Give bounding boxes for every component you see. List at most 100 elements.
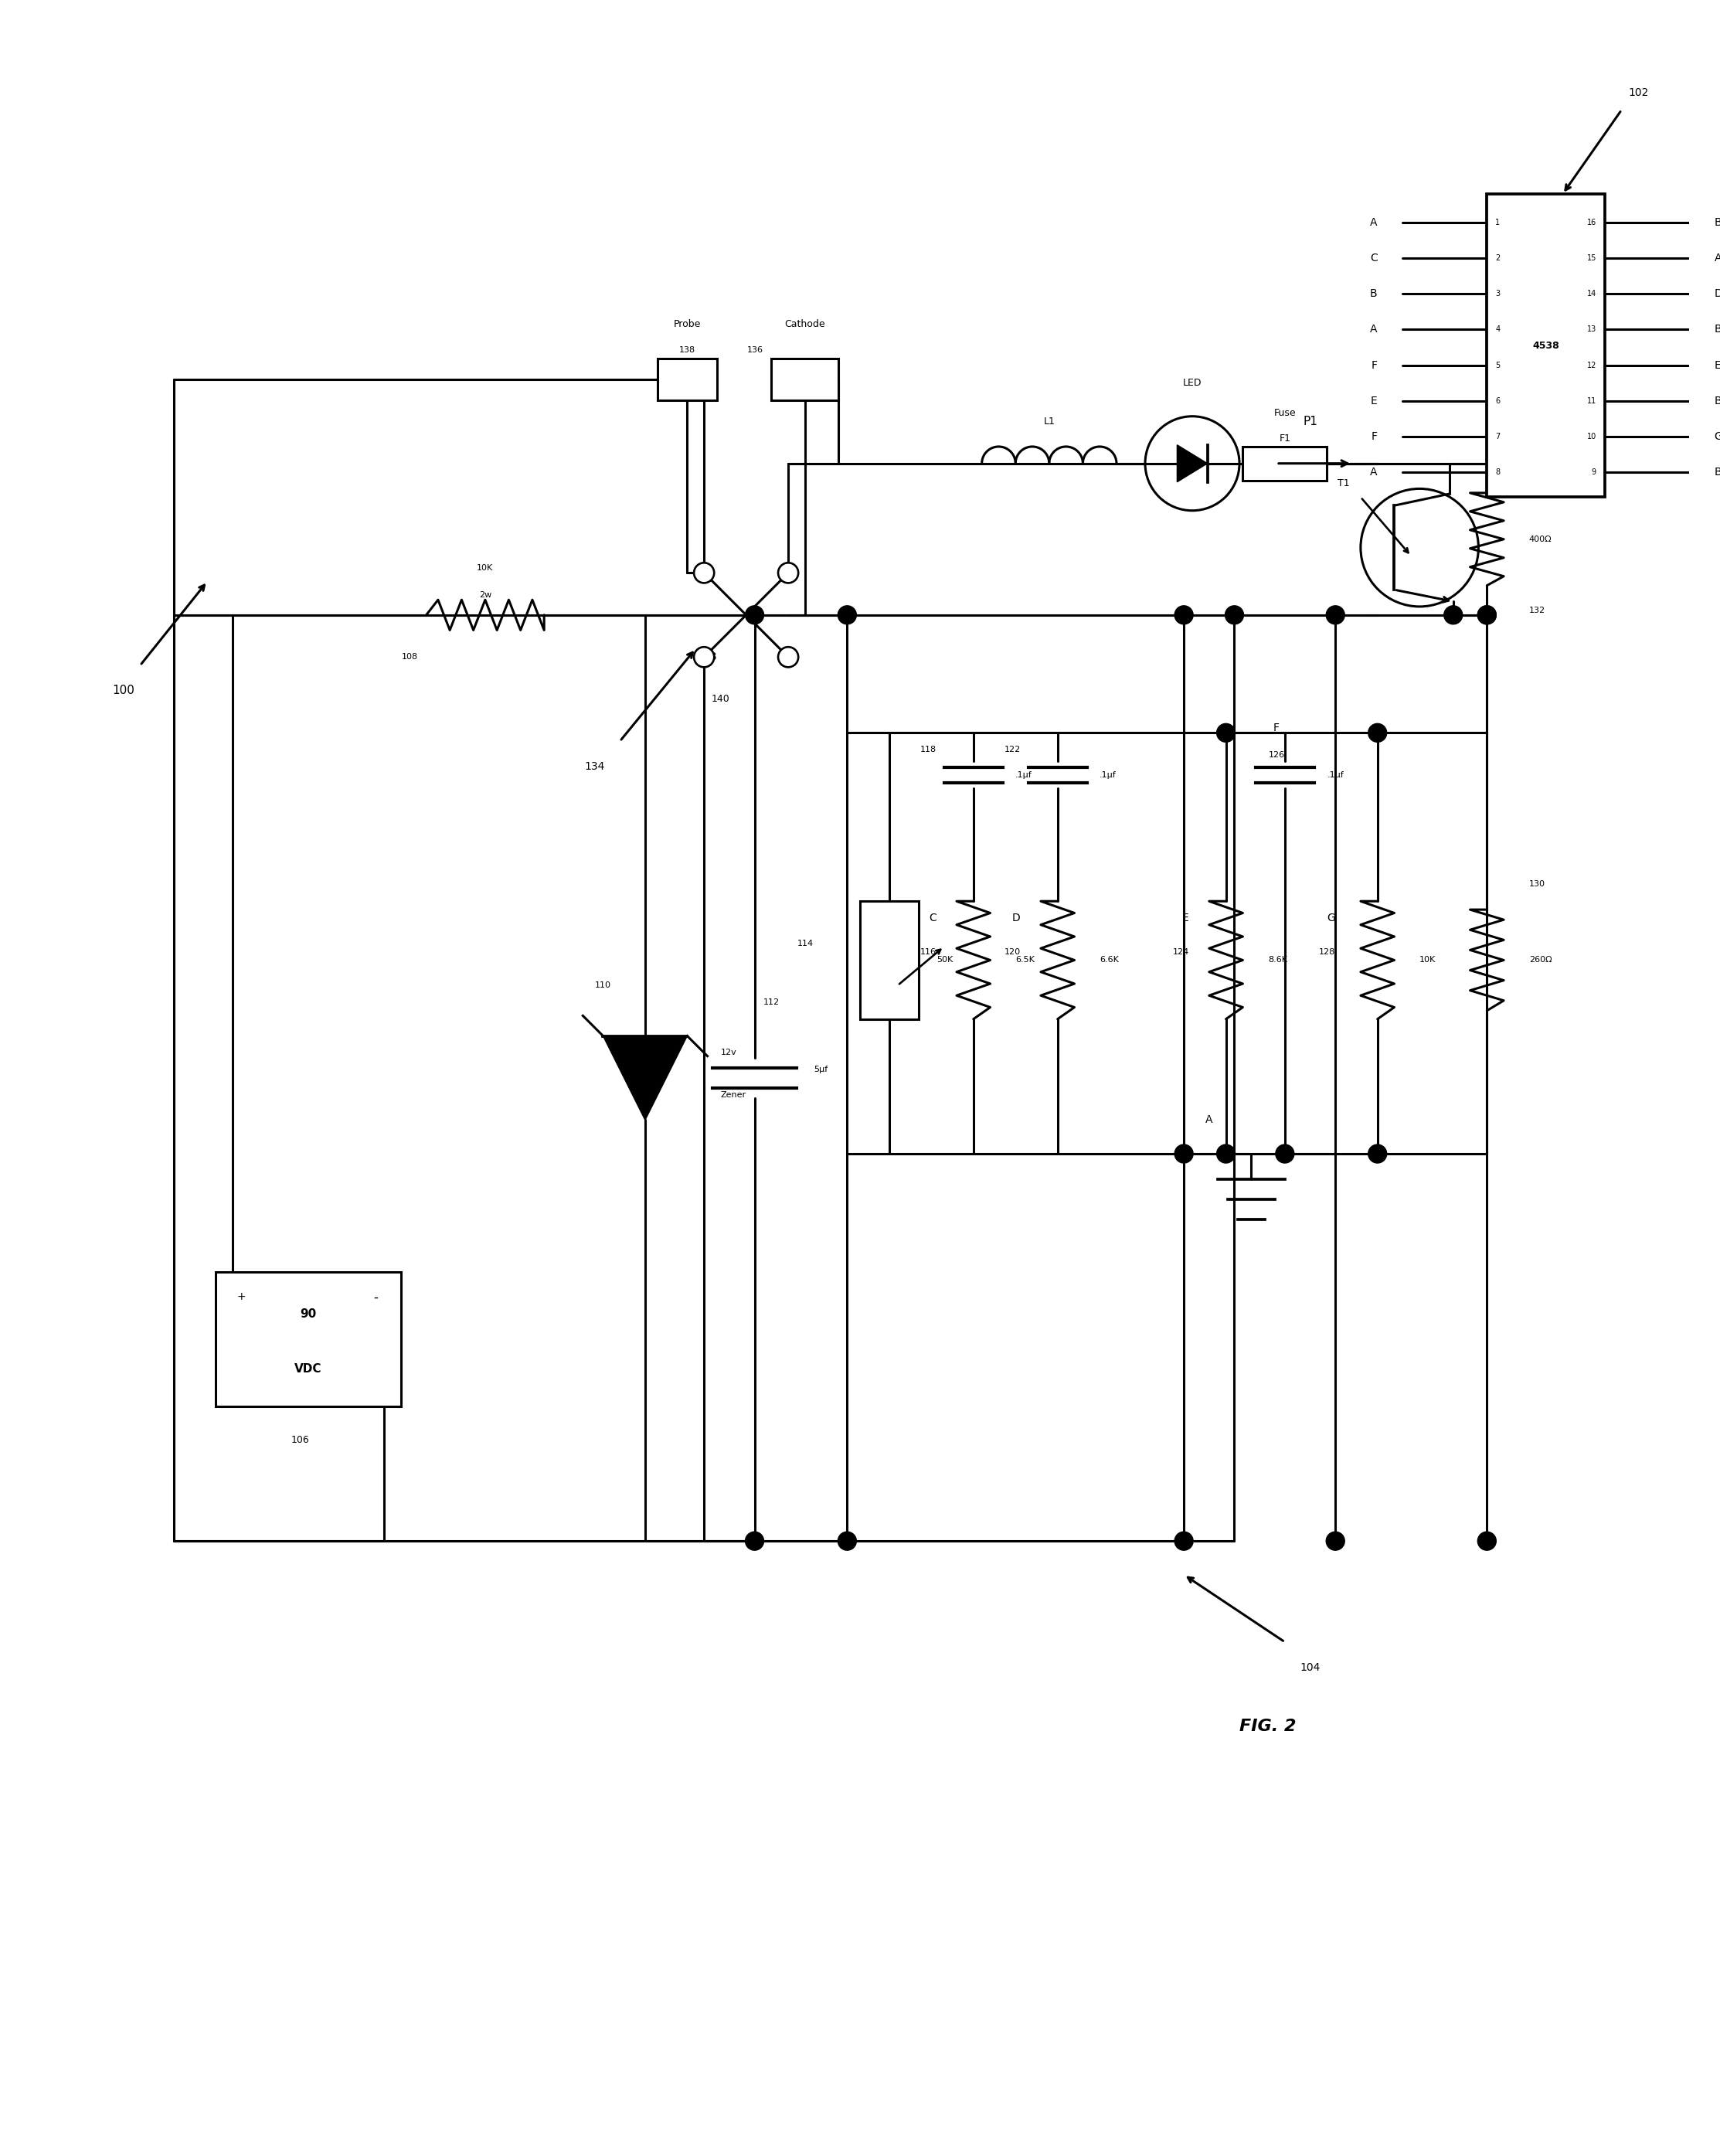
Text: 110: 110 — [595, 981, 611, 990]
Text: .1μf: .1μf — [1015, 772, 1032, 778]
Text: A: A — [1206, 1115, 1213, 1125]
Circle shape — [838, 1531, 857, 1550]
Text: 5: 5 — [1495, 362, 1500, 369]
Circle shape — [1326, 1531, 1345, 1550]
Circle shape — [1477, 1531, 1496, 1550]
Bar — [771, 358, 839, 401]
Text: E: E — [1715, 360, 1720, 371]
Text: 12v: 12v — [721, 1048, 736, 1056]
Circle shape — [1326, 606, 1345, 625]
Text: 13: 13 — [1588, 326, 1596, 334]
Text: 132: 132 — [1529, 606, 1545, 614]
Text: 4: 4 — [1495, 326, 1500, 334]
Text: Zener: Zener — [721, 1091, 746, 1100]
Text: Fuse: Fuse — [1275, 407, 1295, 418]
Text: 122: 122 — [1004, 746, 1020, 755]
Text: 4538: 4538 — [1533, 341, 1560, 351]
Text: Probe: Probe — [674, 319, 700, 330]
Text: 102: 102 — [1629, 88, 1648, 99]
Text: F: F — [1273, 722, 1280, 733]
Text: L1: L1 — [1044, 416, 1054, 427]
Text: .1μf: .1μf — [1326, 772, 1343, 778]
Circle shape — [777, 563, 798, 582]
Text: B: B — [1715, 323, 1720, 334]
Text: 11: 11 — [1588, 397, 1596, 405]
Text: 136: 136 — [746, 345, 764, 354]
Text: B: B — [1371, 289, 1378, 300]
Circle shape — [1445, 606, 1462, 625]
Text: 6.6K: 6.6K — [1099, 957, 1120, 964]
Text: 138: 138 — [679, 345, 695, 354]
Text: 2: 2 — [1495, 254, 1500, 263]
Text: 100: 100 — [112, 686, 134, 696]
Bar — [1486, 194, 1605, 498]
Text: A: A — [1371, 466, 1378, 479]
Text: 16: 16 — [1588, 218, 1596, 226]
Text: C: C — [1369, 252, 1378, 263]
Bar — [657, 358, 717, 401]
Text: 10K: 10K — [1419, 957, 1436, 964]
Text: 130: 130 — [1529, 880, 1545, 888]
Polygon shape — [604, 1035, 688, 1121]
Text: C: C — [929, 912, 936, 923]
Text: D: D — [1013, 912, 1020, 923]
Text: 50K: 50K — [936, 957, 953, 964]
Text: 3: 3 — [1495, 291, 1500, 298]
Text: 6: 6 — [1495, 397, 1500, 405]
Text: 106: 106 — [291, 1436, 310, 1445]
Text: -: - — [373, 1289, 378, 1304]
Text: 15: 15 — [1588, 254, 1596, 263]
Text: 14: 14 — [1588, 291, 1596, 298]
Text: 8: 8 — [1495, 468, 1500, 476]
Text: E: E — [1371, 395, 1378, 405]
Text: 90: 90 — [301, 1309, 316, 1319]
Text: A: A — [1715, 252, 1720, 263]
Circle shape — [745, 1531, 764, 1550]
Circle shape — [1477, 606, 1496, 625]
Text: 9: 9 — [1591, 468, 1596, 476]
Text: D: D — [1715, 289, 1720, 300]
Circle shape — [693, 563, 714, 582]
Text: G: G — [1328, 912, 1335, 923]
Text: F1: F1 — [1280, 433, 1290, 444]
Text: 112: 112 — [764, 998, 779, 1007]
Text: .1μf: .1μf — [1099, 772, 1116, 778]
Text: 134: 134 — [585, 761, 605, 772]
Text: 124: 124 — [1173, 949, 1189, 955]
Bar — [1244, 446, 1326, 481]
Circle shape — [1175, 1531, 1194, 1550]
Text: LED: LED — [1183, 377, 1202, 388]
Circle shape — [1216, 1145, 1235, 1162]
Text: 120: 120 — [1004, 949, 1020, 955]
Circle shape — [1367, 1145, 1386, 1162]
Bar — [215, 1272, 401, 1406]
Circle shape — [1175, 606, 1194, 625]
Text: 128: 128 — [1319, 949, 1335, 955]
Text: 5μf: 5μf — [814, 1065, 827, 1074]
Text: B: B — [1715, 466, 1720, 479]
Circle shape — [1276, 1145, 1293, 1162]
Text: E: E — [1182, 912, 1189, 923]
Text: 126: 126 — [1268, 750, 1285, 759]
Text: 12: 12 — [1588, 362, 1596, 369]
Text: 7: 7 — [1495, 433, 1500, 440]
Text: 2w: 2w — [478, 591, 492, 599]
Text: 104: 104 — [1300, 1662, 1321, 1673]
Circle shape — [777, 647, 798, 666]
Circle shape — [1225, 606, 1244, 625]
Text: B: B — [1715, 218, 1720, 229]
Text: 400Ω: 400Ω — [1529, 535, 1551, 543]
Text: P1: P1 — [1302, 416, 1318, 427]
Text: 8.6K: 8.6K — [1268, 957, 1287, 964]
Bar — [860, 901, 918, 1020]
Text: 6.5K: 6.5K — [1015, 957, 1035, 964]
Circle shape — [1477, 606, 1496, 625]
Text: 116: 116 — [920, 949, 936, 955]
Text: 1: 1 — [1495, 218, 1500, 226]
Text: 118: 118 — [920, 746, 936, 755]
Circle shape — [745, 606, 764, 625]
Text: 10: 10 — [1588, 433, 1596, 440]
Text: F: F — [1371, 360, 1378, 371]
Text: A: A — [1371, 218, 1378, 229]
Text: VDC: VDC — [294, 1363, 322, 1376]
